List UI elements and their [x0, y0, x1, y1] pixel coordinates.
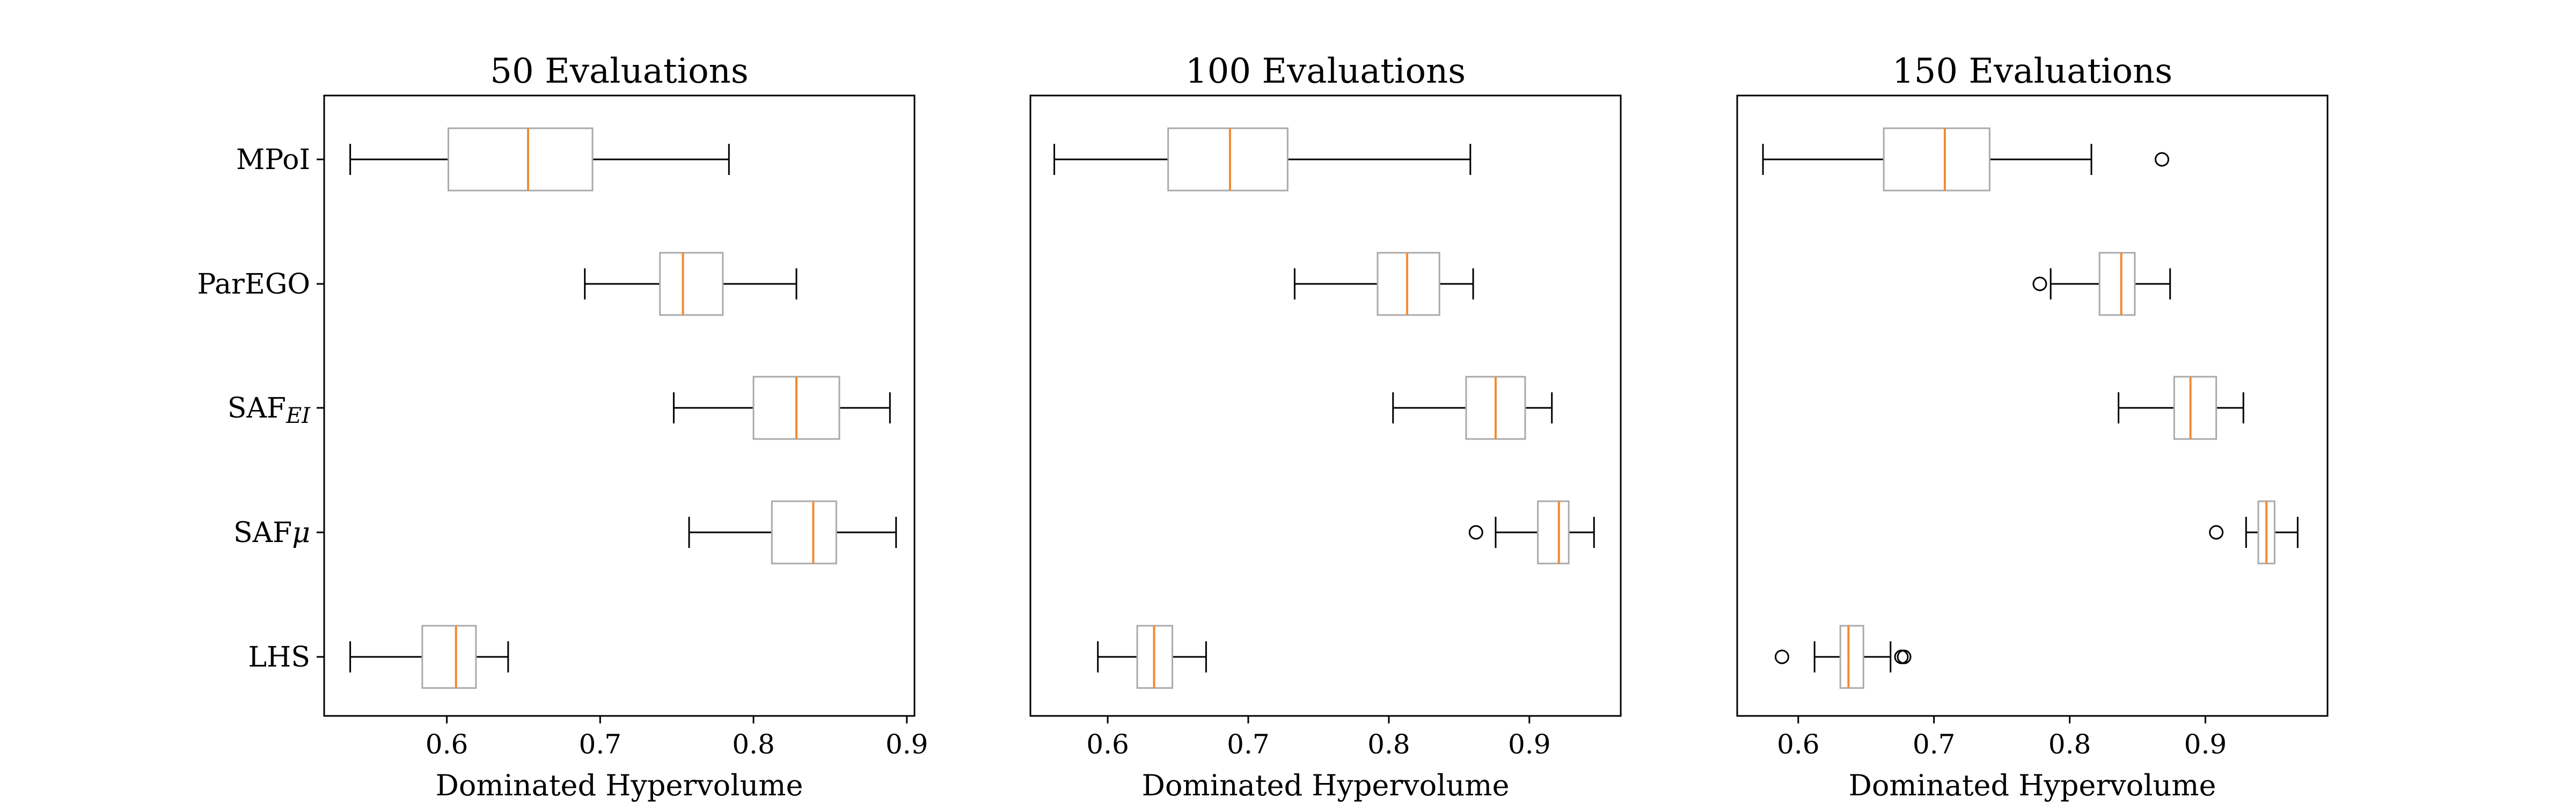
x-axis-ticks: 0.6 0.7 0.8 0.9 — [1086, 716, 1551, 760]
iqr-box — [1839, 625, 1864, 689]
category-label-lhs: LHS — [248, 641, 310, 674]
x-tick: 0.7 — [1227, 716, 1270, 760]
panel-100-evaluations: 100 Evaluations 0.6 0.7 0.8 0.9 Dominate… — [1029, 52, 1622, 802]
iqr-box — [2098, 252, 2136, 316]
x-axis-label: Dominated Hypervolume — [436, 769, 803, 802]
iqr-box — [447, 127, 594, 192]
box-lhs — [1774, 625, 1912, 689]
panel-title: 150 Evaluations — [1892, 52, 2172, 91]
box-mpoi — [1762, 127, 2169, 192]
svg-text:0.8: 0.8 — [732, 729, 775, 760]
boxes — [1053, 127, 1595, 689]
x-axis-ticks: 0.6 0.7 0.8 0.9 — [426, 716, 928, 760]
box-lhs — [349, 625, 509, 689]
x-axis-label: Dominated Hypervolume — [1142, 769, 1510, 802]
box-parego — [2032, 252, 2171, 316]
svg-text:0.6: 0.6 — [1777, 729, 1820, 760]
iqr-box — [1536, 500, 1570, 565]
svg-text:0.8: 0.8 — [2048, 729, 2091, 760]
svg-text:0.8: 0.8 — [1367, 729, 1410, 760]
box-parego — [1293, 252, 1474, 316]
box-parego — [584, 252, 797, 316]
boxes — [349, 127, 897, 689]
plot-frame — [1029, 94, 1622, 717]
x-tick: 0.9 — [1508, 716, 1551, 760]
outlier-point — [2154, 152, 2169, 167]
x-tick: 0.7 — [1913, 716, 1956, 760]
x-tick: 0.9 — [2184, 716, 2227, 760]
x-axis-ticks: 0.6 0.7 0.8 0.9 — [1777, 716, 2227, 760]
boxes — [1762, 127, 2299, 689]
box-saf-ei — [672, 376, 891, 440]
category-label-parego: ParEGO — [197, 268, 310, 301]
iqr-box — [2173, 376, 2218, 440]
box-saf-ei — [2118, 376, 2244, 440]
svg-text:0.9: 0.9 — [1508, 729, 1551, 760]
outlier-point — [1774, 649, 1789, 664]
x-tick: 0.6 — [1777, 716, 1820, 760]
outlier-point — [1897, 649, 1912, 664]
x-tick: 0.8 — [1367, 716, 1410, 760]
panel-150-evaluations: 150 Evaluations 0.6 0.7 0.8 0.9 Dominate… — [1736, 52, 2329, 802]
panel-title: 100 Evaluations — [1185, 52, 1466, 91]
x-tick: 0.6 — [426, 716, 469, 760]
box-mpoi — [349, 127, 730, 192]
iqr-box — [659, 252, 724, 316]
outlier-point — [2209, 525, 2224, 540]
y-tick-lhs: LHS — [248, 641, 324, 674]
panel-50-evaluations: 50 Evaluations 0.6 0.7 0.8 0.9 Dominated… — [197, 52, 928, 802]
outlier-point — [2032, 276, 2047, 291]
panel-title: 50 Evaluations — [490, 52, 748, 91]
svg-text:0.7: 0.7 — [1227, 729, 1270, 760]
plot-frame — [1736, 94, 2329, 717]
category-label-mpoi: MPoI — [236, 144, 310, 176]
x-tick: 0.8 — [2048, 716, 2091, 760]
x-tick: 0.7 — [579, 716, 622, 760]
x-tick: 0.9 — [885, 716, 928, 760]
outlier-point — [1468, 525, 1483, 540]
y-tick-mpoi: MPoI — [236, 144, 324, 176]
box-mpoi — [1053, 127, 1472, 192]
svg-text:0.7: 0.7 — [579, 729, 622, 760]
y-axis-categories: MPoI ParEGO SAFEI SAFμ LHS — [197, 144, 324, 674]
svg-text:0.6: 0.6 — [1086, 729, 1129, 760]
box-saf- — [2209, 500, 2299, 565]
x-tick: 0.8 — [732, 716, 775, 760]
y-tick-saf-ei: SAFEI — [228, 392, 324, 428]
svg-text:0.7: 0.7 — [1913, 729, 1956, 760]
iqr-box — [1167, 127, 1289, 192]
x-axis-label: Dominated Hypervolume — [1849, 769, 2216, 802]
svg-text:0.9: 0.9 — [885, 729, 928, 760]
iqr-box — [421, 625, 477, 689]
svg-text:0.6: 0.6 — [426, 729, 469, 760]
box-saf- — [1468, 500, 1595, 565]
iqr-box — [1883, 127, 1990, 192]
y-tick-saf-mu: SAFμ — [233, 517, 324, 549]
y-tick-parego: ParEGO — [197, 268, 324, 301]
x-tick: 0.6 — [1086, 716, 1129, 760]
box-saf-ei — [1392, 376, 1553, 440]
iqr-box — [1377, 252, 1440, 316]
box-saf- — [688, 500, 897, 565]
category-label-saf-ei: SAFEI — [228, 392, 311, 428]
svg-text:0.9: 0.9 — [2184, 729, 2227, 760]
box-lhs — [1097, 625, 1207, 689]
iqr-box — [771, 500, 837, 565]
category-label-saf-mu: SAFμ — [233, 517, 310, 549]
plot-frame — [323, 94, 916, 717]
